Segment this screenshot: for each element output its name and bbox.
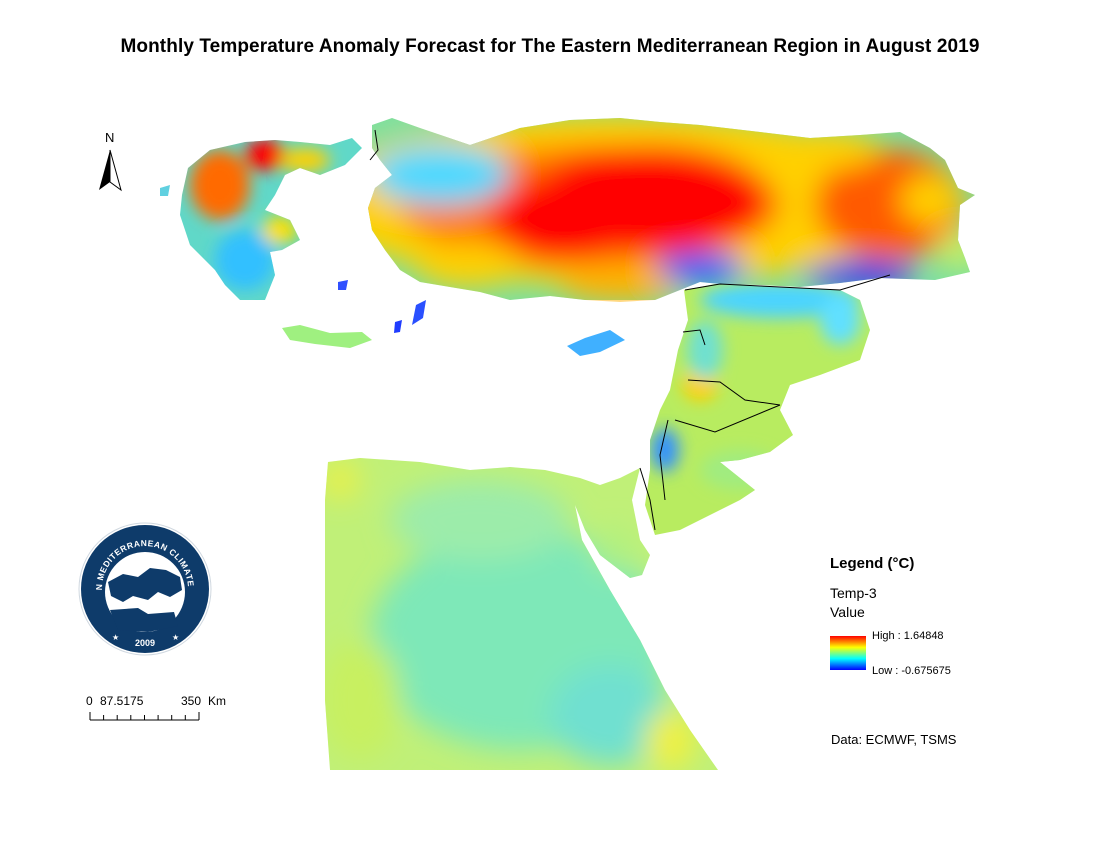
legend: Legend (°C) Temp-3 Value High : 1.64848 …	[830, 555, 1050, 677]
north-arrow: N	[95, 130, 129, 196]
scale-ruler	[89, 712, 200, 721]
legend-title: Legend (°C)	[830, 555, 915, 572]
map-title: Monthly Temperature Anomaly Forecast for…	[120, 36, 980, 57]
legend-layer-name: Temp-3	[830, 585, 877, 601]
scale-label-2: 350	[181, 694, 202, 708]
data-credit: Data: ECMWF, TSMS	[831, 732, 957, 747]
legend-high-label: High : 1.64848	[872, 630, 944, 642]
svg-text:★: ★	[112, 633, 119, 642]
scale-bar: 0 87.5175 350 Km	[86, 694, 246, 734]
logo-year: 2009	[135, 638, 155, 648]
scale-label-0: 0	[86, 694, 93, 708]
scale-label-1: 87.5175	[100, 694, 144, 708]
islands	[160, 185, 625, 356]
north-label: N	[105, 130, 115, 145]
scale-unit: Km	[208, 694, 226, 708]
legend-color-ramp	[830, 636, 866, 670]
legend-field-name: Value	[830, 604, 865, 620]
turkey-region	[368, 118, 975, 301]
legend-low-label: Low : -0.675675	[872, 665, 951, 677]
north-arrow-icon	[99, 149, 122, 192]
emcc-seal-icon: EASTERN MEDITERRANEAN CLIMATE CENTRE 200…	[75, 514, 212, 656]
svg-text:★: ★	[172, 633, 179, 642]
emcc-logo: EASTERN MEDITERRANEAN CLIMATE CENTRE 200…	[75, 514, 212, 656]
country-borders	[369, 129, 891, 531]
levant-region	[645, 284, 870, 535]
